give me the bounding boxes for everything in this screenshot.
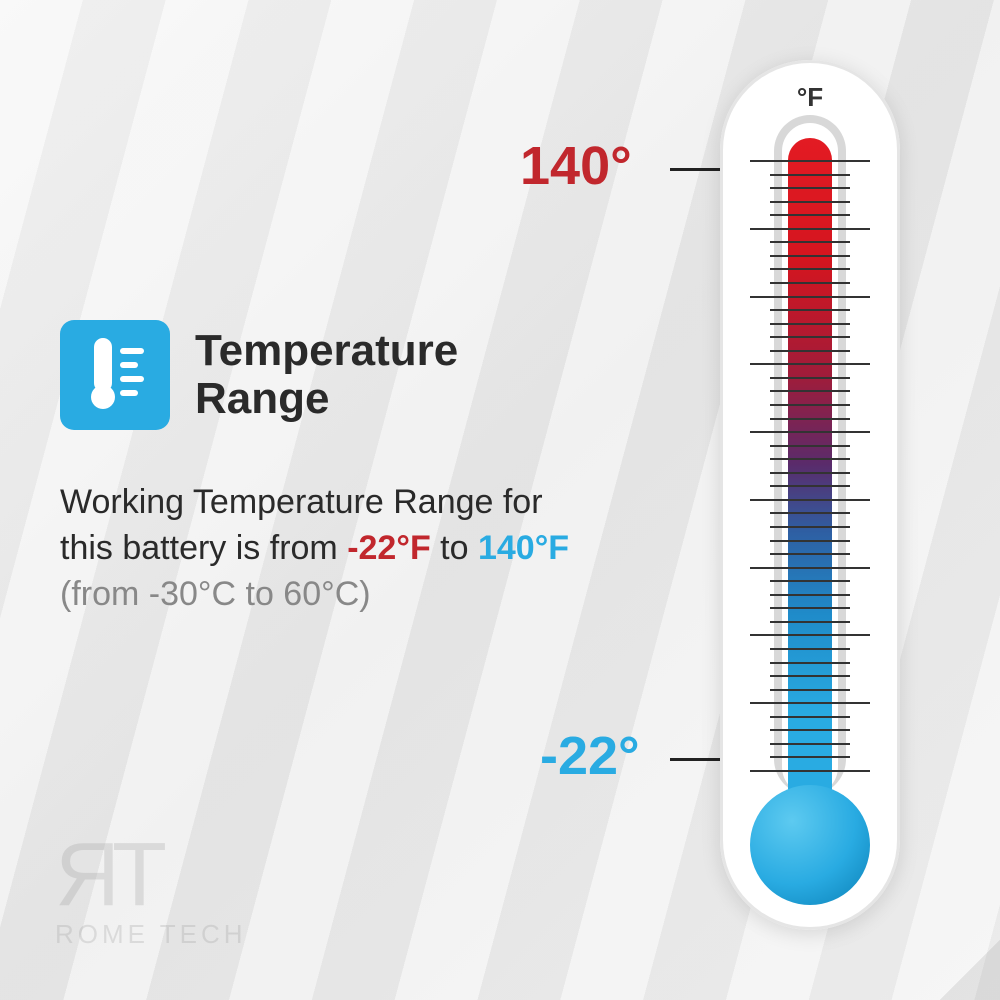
high-temp-f: 140°F — [478, 529, 569, 567]
header-row: TemperatureRange — [60, 320, 580, 430]
logo-name: ROME TECH — [55, 919, 247, 950]
title-text: TemperatureRange — [195, 327, 458, 424]
corner-fold — [940, 940, 1000, 1000]
thermometer-body: °F — [720, 60, 900, 930]
thermometer-icon — [60, 320, 170, 430]
thermometer-graphic: 140° -22° °F — [650, 60, 940, 940]
celsius-range: (from -30°C to 60°C) — [60, 575, 371, 613]
description-text: Working Temperature Range for this batte… — [60, 480, 580, 618]
desc-mid: to — [431, 529, 478, 567]
low-temp-f: -22°F — [347, 529, 431, 567]
low-temp-label: -22° — [540, 725, 640, 787]
unit-label: °F — [797, 82, 823, 113]
thermometer-bulb — [750, 785, 870, 905]
tick-marks — [750, 160, 870, 770]
brand-logo: ЯT ROME TECH — [55, 839, 247, 950]
logo-initials: ЯT — [55, 839, 247, 911]
high-temp-label: 140° — [520, 135, 632, 197]
content-block: TemperatureRange Working Temperature Ran… — [60, 320, 580, 618]
